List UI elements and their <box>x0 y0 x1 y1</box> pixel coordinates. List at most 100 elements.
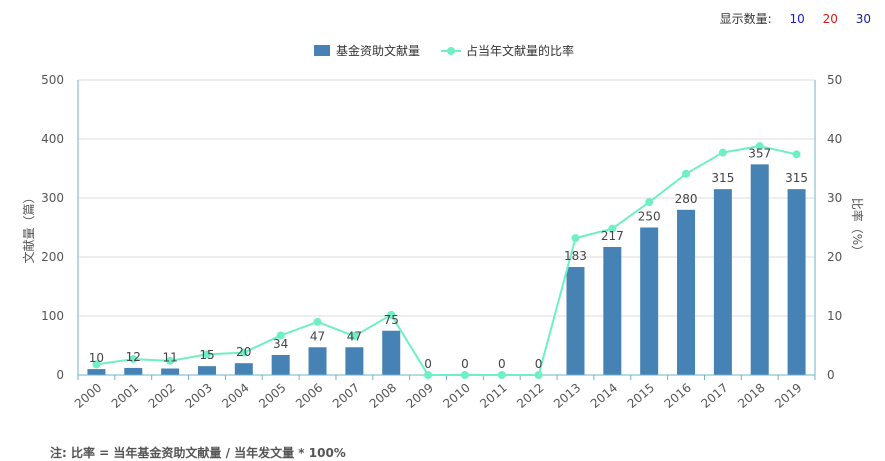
x-tick-label: 2006 <box>293 381 325 411</box>
y2-tick-label: 0 <box>827 368 835 382</box>
x-tick-label: 2012 <box>514 381 546 411</box>
bar-2000[interactable] <box>87 369 106 375</box>
bar-2013[interactable] <box>566 267 585 375</box>
ratio-point-2015[interactable] <box>645 198 654 207</box>
bar-2018[interactable] <box>750 164 769 375</box>
bar-2003[interactable] <box>197 366 216 375</box>
bar-2014[interactable] <box>603 246 622 375</box>
y2-tick-label: 50 <box>827 73 842 87</box>
ratio-point-2007[interactable] <box>350 332 359 341</box>
grid-lines <box>78 79 815 317</box>
x-tick-label: 2017 <box>698 381 730 411</box>
display-count-option-20[interactable]: 20 <box>822 12 838 26</box>
x-tick-label: 2007 <box>330 381 362 411</box>
bar-series <box>87 164 806 376</box>
legend-swatch-line-marker <box>447 47 455 55</box>
y-tick-label: 200 <box>41 250 64 264</box>
x-tick-label: 2008 <box>367 381 399 411</box>
bar-value-label: 0 <box>498 357 506 371</box>
ratio-point-2010[interactable] <box>460 371 469 379</box>
bar-value-label: 357 <box>748 146 771 160</box>
x-tick-label: 2001 <box>109 381 141 411</box>
bar-value-label: 11 <box>162 351 177 365</box>
bar-value-label: 183 <box>564 249 587 263</box>
bar-value-label: 0 <box>461 357 469 371</box>
ratio-point-2003[interactable] <box>202 350 211 359</box>
display-count-option-30[interactable]: 30 <box>855 12 871 26</box>
ratio-point-2004[interactable] <box>239 348 248 357</box>
x-tick-label: 2011 <box>477 381 509 411</box>
bar-2001[interactable] <box>124 367 143 375</box>
ratio-point-2016[interactable] <box>682 169 691 178</box>
bar-value-label: 47 <box>310 329 325 343</box>
ratio-point-2018[interactable] <box>755 142 764 151</box>
ratio-line <box>96 145 797 376</box>
x-tick-label: 2003 <box>183 381 215 411</box>
bar-2016[interactable] <box>677 209 696 375</box>
x-tick-label: 2015 <box>625 381 657 411</box>
bar-2017[interactable] <box>713 189 732 375</box>
bar-2008[interactable] <box>382 330 401 375</box>
ratio-point-2006[interactable] <box>313 317 322 326</box>
legend-label-bar[interactable]: 基金资助文献量 <box>336 43 420 58</box>
bar-value-label: 10 <box>89 351 104 365</box>
funding-chart: 基金资助文献量 占当年文献量的比率 0100200300400500010203… <box>21 43 865 411</box>
ratio-point-2017[interactable] <box>718 148 727 157</box>
bar-value-label: 315 <box>711 171 734 185</box>
bar-value-label: 15 <box>199 348 214 362</box>
bar-value-label: 0 <box>424 357 432 371</box>
ratio-point-2014[interactable] <box>608 224 617 233</box>
bar-value-label: 217 <box>601 229 624 243</box>
bar-2004[interactable] <box>234 363 253 375</box>
x-tick-label: 2014 <box>588 381 620 411</box>
y2-axis-title: 比率（%） <box>850 198 865 257</box>
x-tick-label: 2019 <box>772 381 804 411</box>
ratio-point-2019[interactable] <box>792 150 801 159</box>
legend-label-line[interactable]: 占当年文献量的比率 <box>466 43 574 58</box>
ratio-point-2005[interactable] <box>276 331 285 340</box>
y-tick-label: 400 <box>41 132 64 146</box>
bar-value-label: 20 <box>236 345 251 359</box>
x-tick-label: 2018 <box>735 381 767 411</box>
y-axis-title: 文献量（篇） <box>21 191 36 263</box>
display-count-option-10[interactable]: 10 <box>789 12 805 26</box>
bar-value-label: 12 <box>126 350 141 364</box>
bar-2006[interactable] <box>308 347 327 375</box>
bar-2015[interactable] <box>640 227 659 376</box>
x-tick-label: 2013 <box>551 381 583 411</box>
bar-2005[interactable] <box>271 354 290 375</box>
bar-2007[interactable] <box>345 347 364 375</box>
x-tick-label: 2009 <box>404 381 436 411</box>
y2-tick-label: 40 <box>827 132 842 146</box>
ratio-point-2009[interactable] <box>424 371 433 379</box>
bar-value-label: 315 <box>785 171 808 185</box>
y-tick-label: 100 <box>41 309 64 323</box>
bar-value-label: 47 <box>347 329 362 343</box>
bar-value-label: 0 <box>535 357 543 371</box>
y2-tick-label: 30 <box>827 191 842 205</box>
y-tick-label: 500 <box>41 73 64 87</box>
ratio-point-2013[interactable] <box>571 234 580 243</box>
x-tick-label: 2010 <box>440 381 472 411</box>
ratio-point-2012[interactable] <box>534 371 543 379</box>
x-tick-label: 2004 <box>219 381 251 411</box>
x-tick-label: 2000 <box>72 381 104 411</box>
x-tick-label: 2005 <box>256 381 288 411</box>
bar-2002[interactable] <box>161 368 180 375</box>
ratio-point-2002[interactable] <box>166 356 175 365</box>
ratio-point-2011[interactable] <box>497 371 506 379</box>
y-tick-label: 300 <box>41 191 64 205</box>
ratio-point-2008[interactable] <box>387 310 396 319</box>
legend-swatch-bar[interactable] <box>314 45 330 56</box>
ratio-point-2000[interactable] <box>92 360 101 369</box>
y-tick-label: 0 <box>56 368 64 382</box>
bar-value-label: 75 <box>384 313 399 327</box>
data-labels: 10 12 11 15 20 34 47 47 75 0 0 0 0 183 217 250 280 315 357… <box>89 146 808 371</box>
display-count-bar: 显示数量: 10 20 30 <box>720 10 871 27</box>
x-tick-label: 2002 <box>146 381 178 411</box>
footnote: 注: 比率 = 当年基金资助文献量 / 当年发文量 * 100% <box>50 446 346 460</box>
ratio-point-2001[interactable] <box>129 355 138 364</box>
bar-2019[interactable] <box>787 189 806 375</box>
y2-tick-label: 10 <box>827 309 842 323</box>
display-count-label: 显示数量: <box>719 12 772 26</box>
